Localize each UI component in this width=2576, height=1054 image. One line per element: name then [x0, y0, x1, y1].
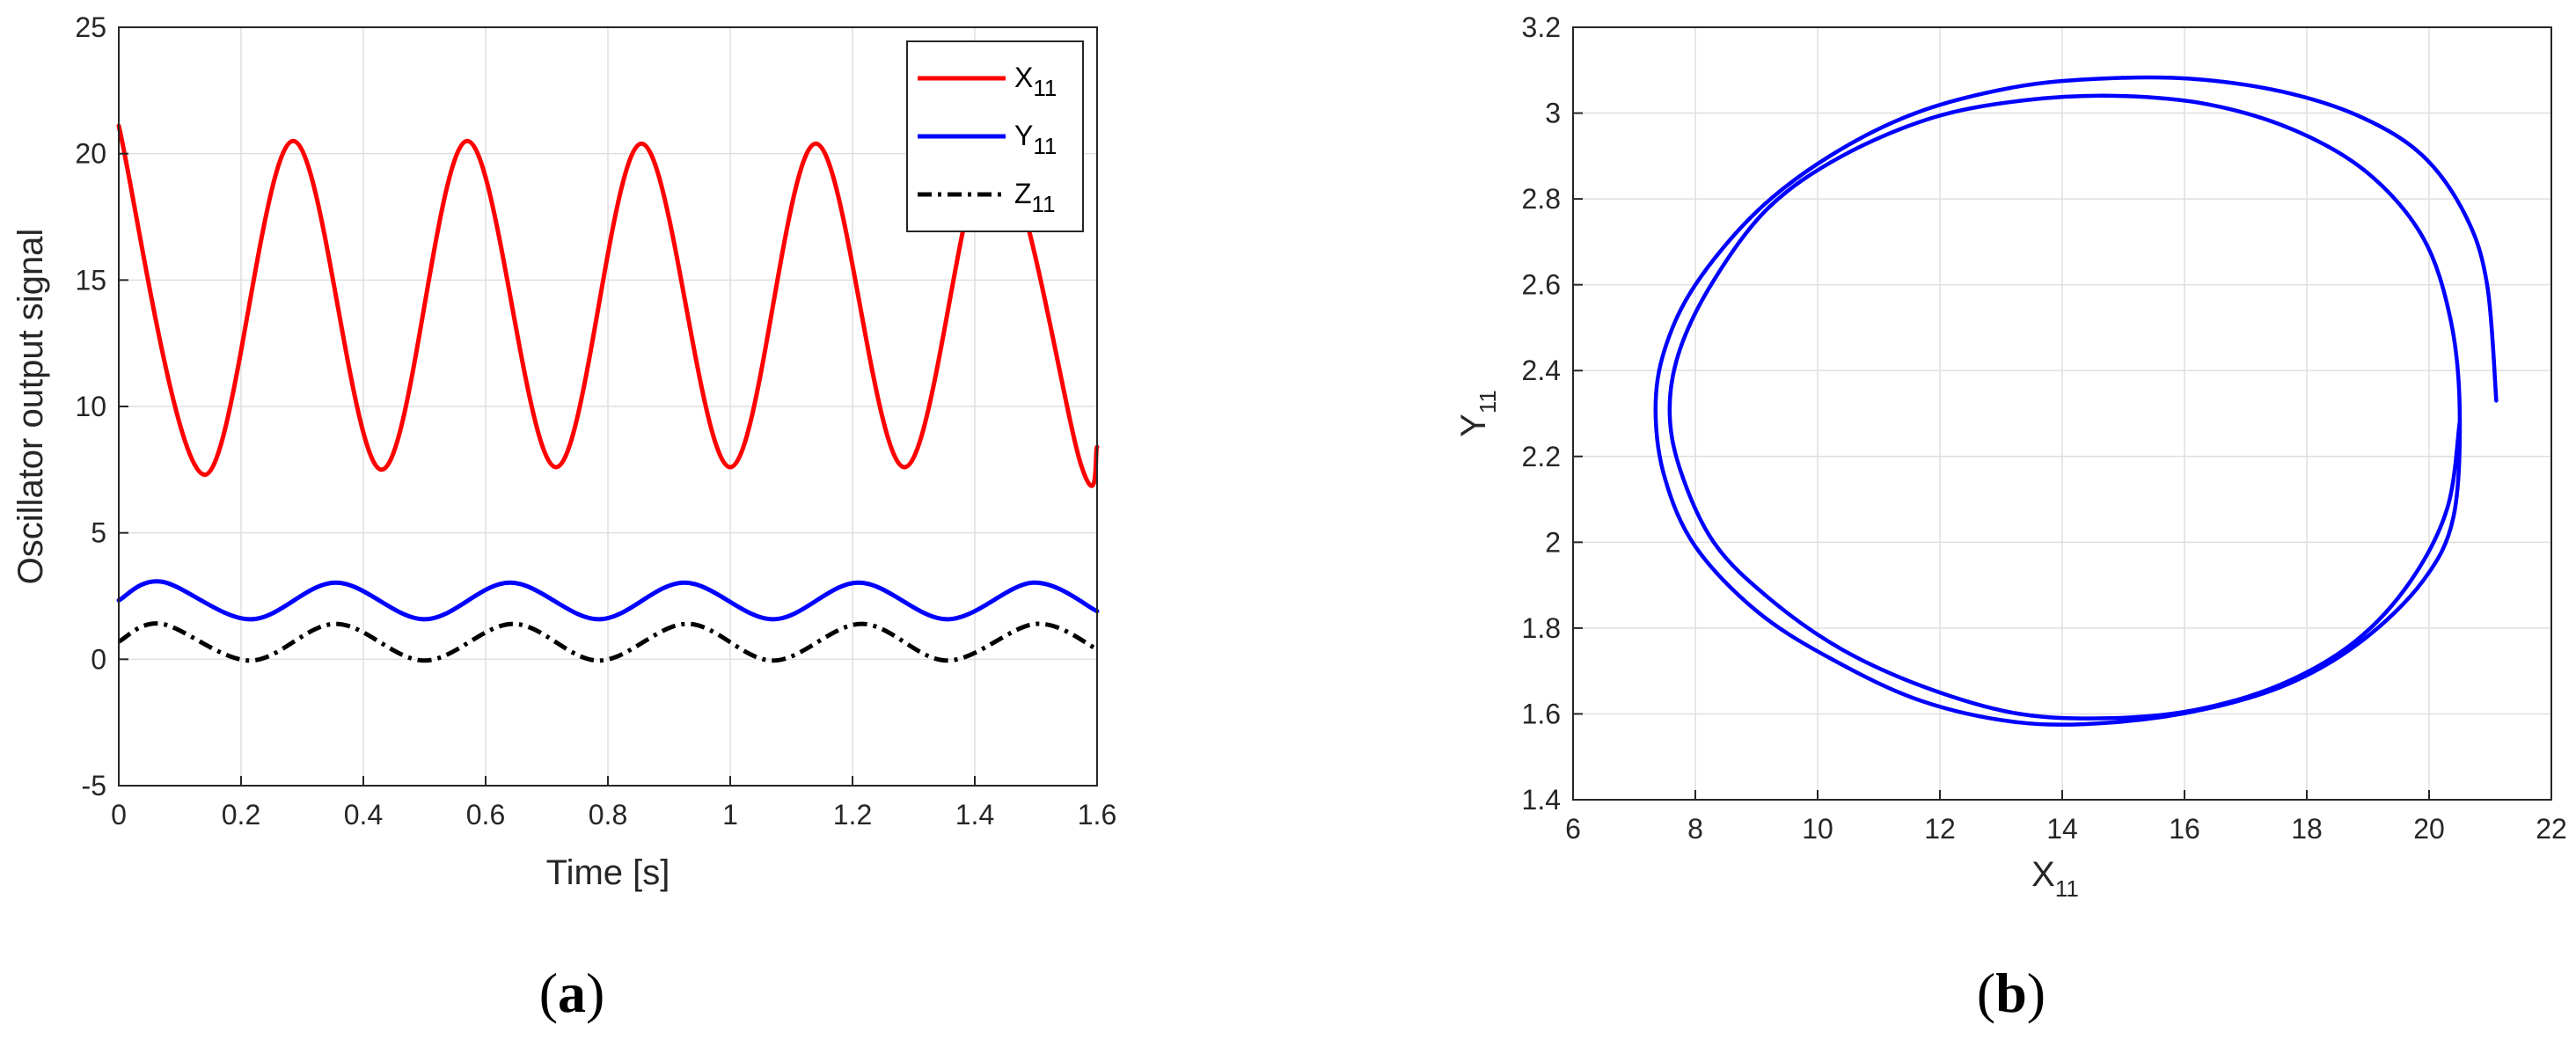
chart-1-y-tick-label: 3.2 — [1522, 11, 1561, 43]
chart-1-x-tick-label: 8 — [1687, 813, 1703, 845]
chart-0-x-tick-label: 0 — [111, 799, 127, 831]
chart-0-x-tick-label: 0.2 — [222, 799, 260, 831]
chart-1-x-tick-label: 14 — [2046, 813, 2078, 845]
chart-1-y-tick-label: 2 — [1545, 526, 1561, 558]
chart-0-series-z11-line — [117, 621, 1099, 663]
chart-1-y-tick-label: 2.4 — [1522, 355, 1561, 386]
legend-label-x11: X11 — [1014, 62, 1057, 101]
chart-0-series-y11-line — [116, 579, 1100, 622]
chart-b-series — [1653, 75, 2499, 727]
chart-a-x-axis-label: Time [s] — [546, 853, 670, 892]
chart-a-legend: X11 Y11 Z11 — [906, 40, 1084, 232]
legend-label-y11: Y11 — [1014, 120, 1057, 159]
chart-0-y-tick-label: 15 — [75, 264, 106, 296]
chart-0-y-tick-label: 25 — [75, 11, 106, 43]
chart-a-y-axis-label: Oscillator output signal — [11, 229, 50, 585]
legend-label-z11: Z11 — [1014, 178, 1056, 217]
chart-1-x-tick-label: 16 — [2169, 813, 2200, 845]
chart-0-x-tick-label: 0.6 — [466, 799, 505, 831]
chart-0-x-tick-label: 1 — [722, 799, 738, 831]
chart-1-x-tick-label: 10 — [1802, 813, 1833, 845]
chart-0-x-tick-label: 1.4 — [955, 799, 994, 831]
chart-b-y-axis-label: Y11 — [1454, 390, 1501, 437]
chart-b-x-axis-label: X11 — [2031, 855, 2079, 902]
chart-b-panel-label: (b) — [1977, 962, 2045, 1024]
chart-b-ticks: 6 8 10 12 14 16 18 20 22 1.4 1.6 1.8 2 2.2 2.4 2.6 2.8 3 3… — [1522, 11, 2567, 845]
chart-1-y-tick-label: 1.6 — [1522, 698, 1561, 729]
chart-1-x-tick-label: 22 — [2536, 813, 2567, 845]
chart-1-x-tick-label: 6 — [1565, 813, 1581, 845]
chart-0-x-tick-label: 0.8 — [589, 799, 627, 831]
chart-1-x-tick-label: 18 — [2291, 813, 2323, 845]
chart-0-y-tick-label: 5 — [91, 517, 106, 549]
chart-a-panel-label: (a) — [539, 962, 605, 1024]
chart-b: 6 8 10 12 14 16 18 20 22 1.4 1.6 1.8 2 2.2 2.4 2.6 2.8 3 3… — [1454, 11, 2567, 1024]
chart-0-y-tick-label: 10 — [75, 391, 106, 422]
chart-1-x-tick-label: 12 — [1924, 813, 1956, 845]
chart-0-y-tick-label: 20 — [75, 138, 106, 170]
chart-1-y-tick-label: 2.8 — [1522, 183, 1561, 215]
chart-0-x-tick-label: 0.4 — [344, 799, 383, 831]
chart-1-x-tick-label: 20 — [2413, 813, 2445, 845]
chart-1-y-tick-label: 2.6 — [1522, 269, 1561, 301]
chart-0-y-tick-label: -5 — [82, 770, 106, 801]
chart-b-grid — [1572, 26, 2552, 801]
chart-1-y-tick-label: 1.4 — [1522, 784, 1561, 816]
chart-0-y-tick-label: 0 — [91, 643, 106, 675]
chart-0-x-tick-label: 1.6 — [1078, 799, 1116, 831]
chart-1-y-tick-label: 3 — [1545, 98, 1561, 129]
chart-1-series-0-line — [1653, 75, 2499, 727]
chart-1-y-tick-label: 1.8 — [1522, 612, 1561, 644]
chart-1-y-tick-label: 2.2 — [1522, 441, 1561, 472]
chart-0-x-tick-label: 1.2 — [833, 799, 872, 831]
